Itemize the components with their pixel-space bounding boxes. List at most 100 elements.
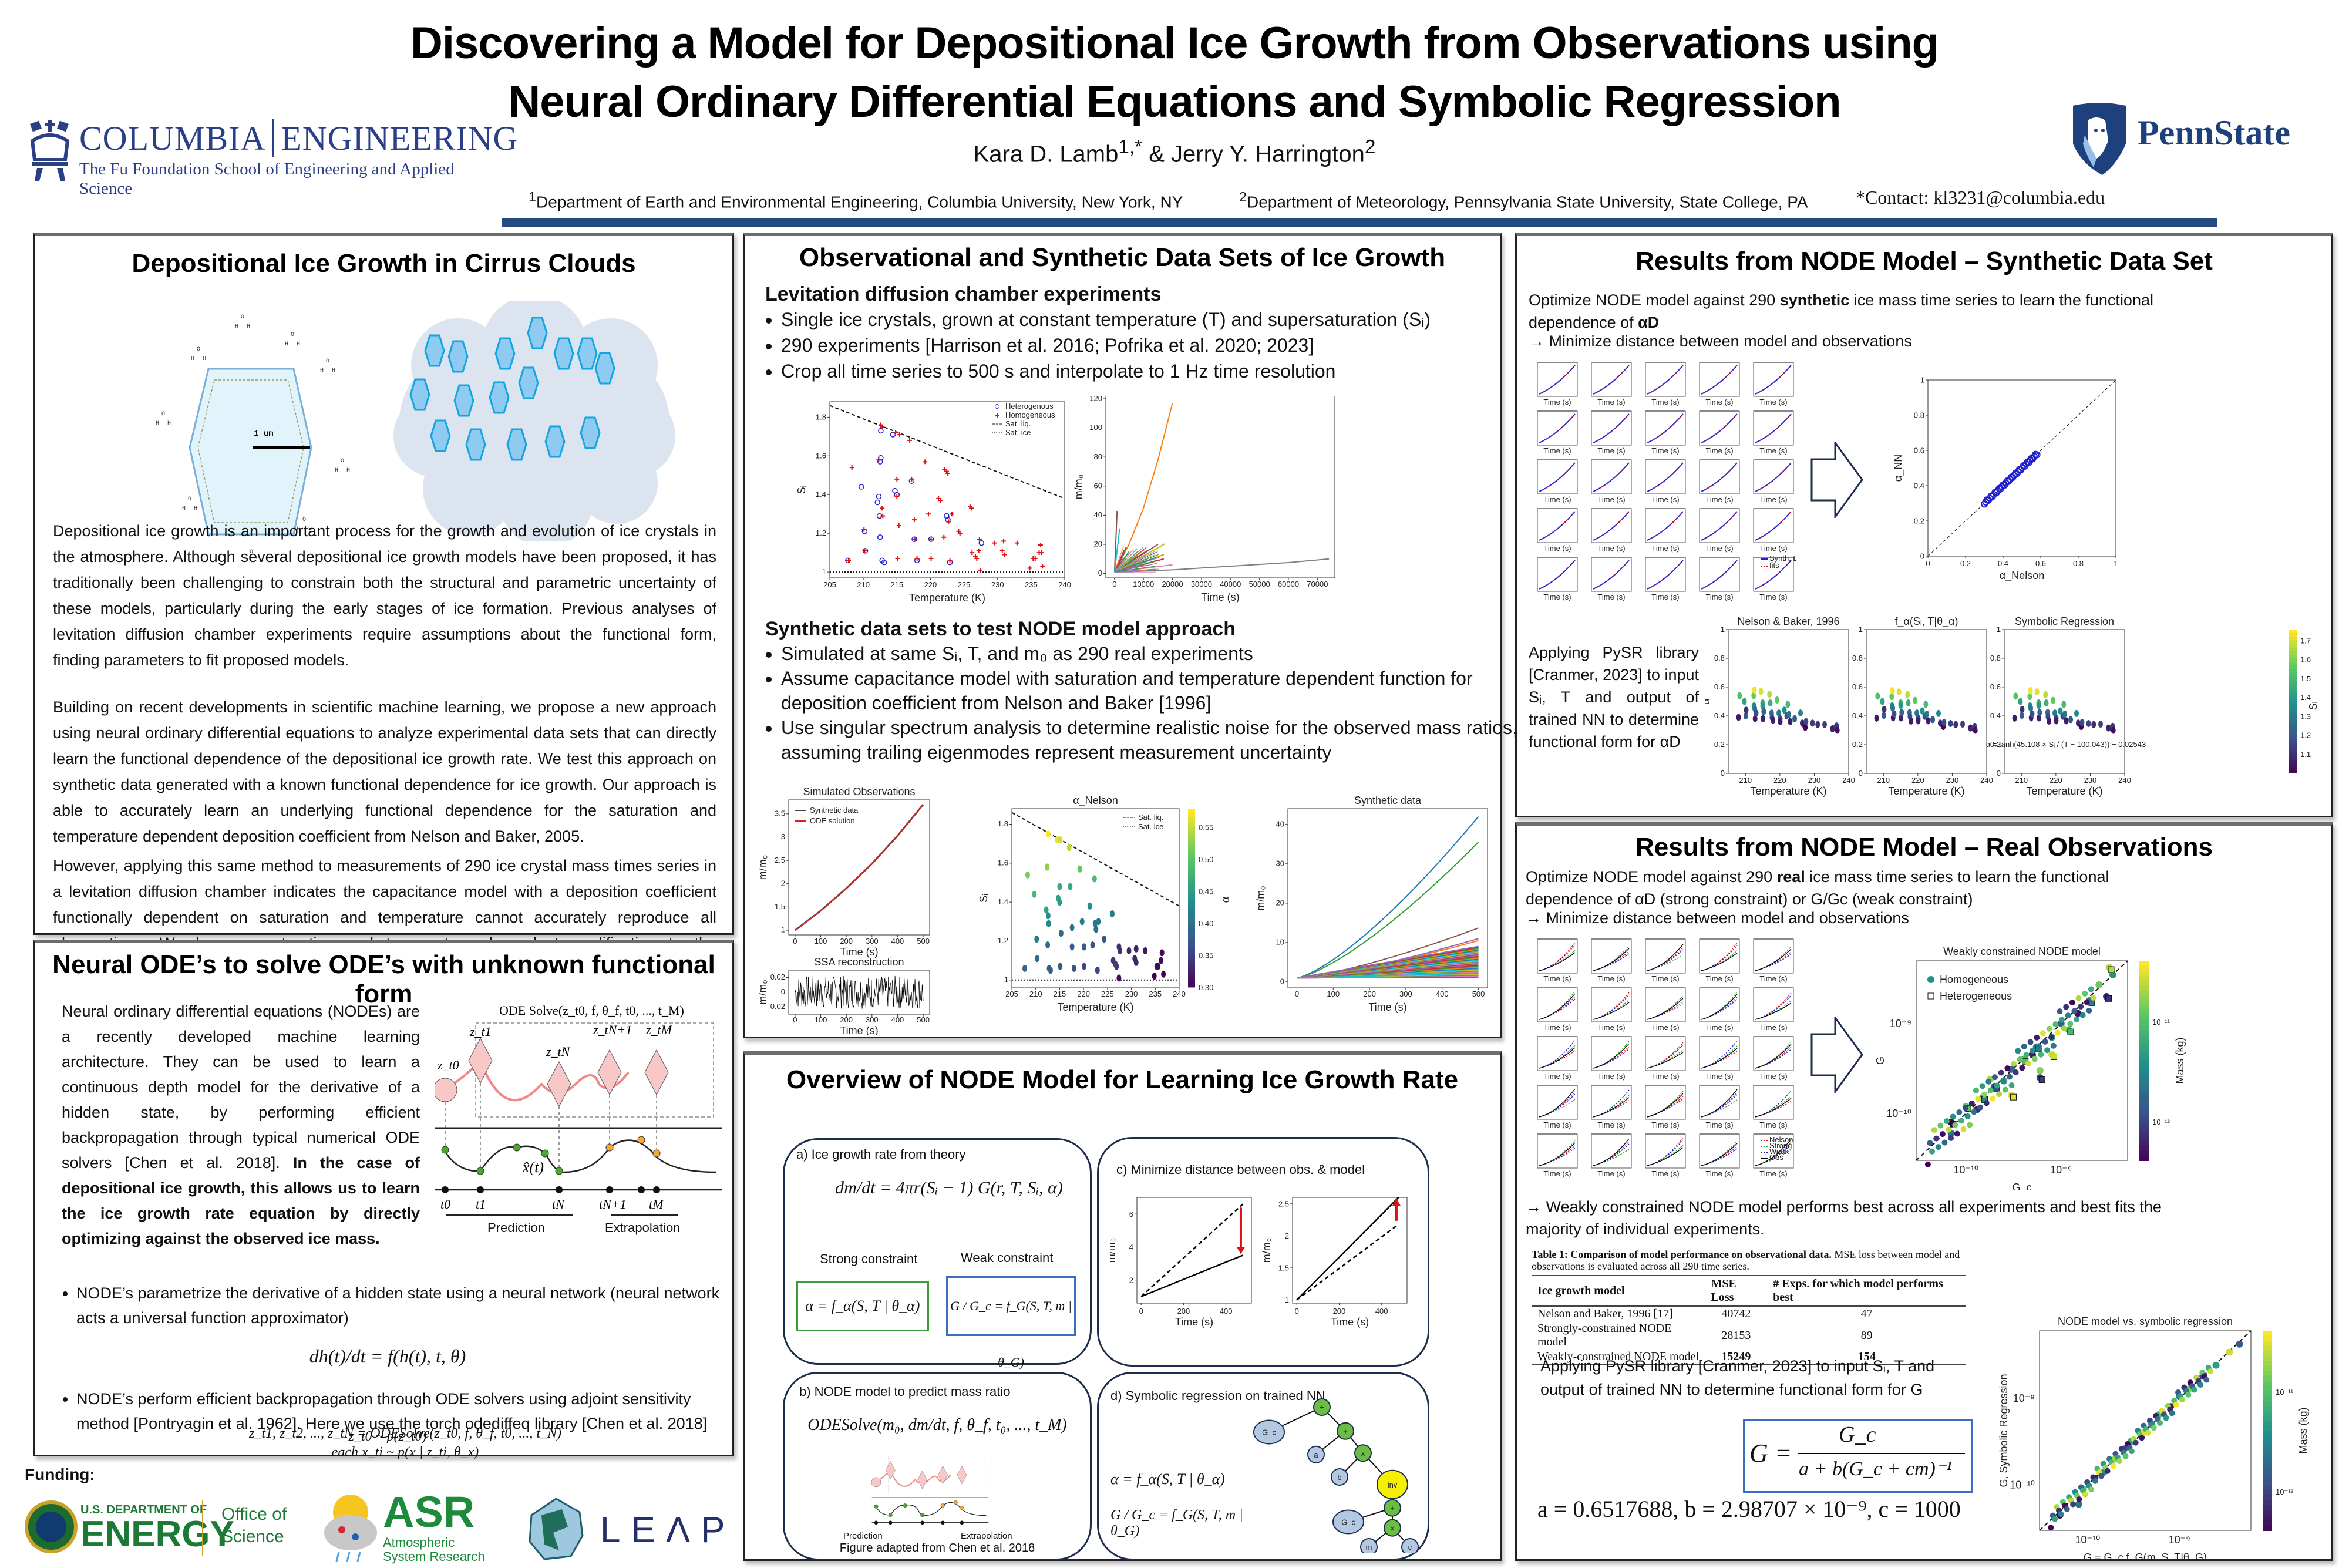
- x-axis-label: Time (s): [1759, 1023, 1787, 1032]
- heterogeneous-point: [2010, 1093, 2017, 1101]
- data-point: [2004, 1065, 2011, 1072]
- alpha-point: [1892, 710, 1897, 718]
- y-tick-label: 0: [1280, 977, 1284, 986]
- colorbar-segment: [1188, 835, 1195, 840]
- colorbar-segment: [2289, 708, 2297, 712]
- pennstate-logo: PennState: [2070, 100, 2317, 182]
- fit-line: [1701, 1143, 1738, 1166]
- x-axis-label: Time (s): [1651, 544, 1679, 553]
- fit-subplot: Time (s): [1699, 459, 1740, 504]
- latent-trajectory: [440, 1058, 630, 1102]
- colorbar-segment: [2263, 1475, 2272, 1481]
- alpha-point: [1758, 688, 1764, 695]
- conclusion-text: → Weakly constrained NODE model performs…: [1526, 1198, 2162, 1238]
- cirrus-cloud-diagram: [393, 301, 675, 541]
- alpha-point: [1092, 875, 1097, 883]
- weak-constraint-equation: G / G_c = f_G(S, T, m | θ_G): [946, 1276, 1076, 1370]
- fit-subplot: Time (s): [1699, 1036, 1740, 1081]
- table-row: Strongly-constrained NODE model 28153 89: [1532, 1321, 1966, 1350]
- subplot-frame: [1753, 459, 1794, 494]
- x-tick-label: 30000: [1191, 580, 1212, 588]
- tree-node-label: c: [1408, 1543, 1412, 1552]
- y-tick-label: 10⁻⁹: [2013, 1392, 2035, 1404]
- colorbar-tick: 1.7: [2300, 636, 2311, 645]
- minimize-line: → Minimize distance between model and ob…: [1526, 909, 1909, 927]
- colorbar-segment: [2289, 744, 2297, 748]
- svg-text:z_t0: z_t0: [437, 1058, 459, 1072]
- fit-line: [1539, 511, 1576, 541]
- colorbar-segment: [2289, 694, 2297, 698]
- fit-subplot: Time (s): [1645, 1036, 1686, 1081]
- svg-text:H: H: [235, 324, 238, 330]
- alpha-point: [1926, 717, 1931, 725]
- colorbar-segment: [2289, 715, 2297, 719]
- legend-marker: [995, 413, 999, 418]
- alpha-point: [1161, 970, 1166, 978]
- data-point: [2017, 1056, 2023, 1062]
- data-point: [1973, 1087, 1979, 1093]
- fit-subplot: Time (s): [1645, 987, 1686, 1032]
- water-molecule-icon: OH H: [297, 517, 312, 533]
- y-tick-label: 40: [1276, 819, 1284, 828]
- contact-email[interactable]: *Contact: kl3231@columbia.edu: [1856, 187, 2105, 208]
- ice-crystal-hexagon-icon: [577, 337, 598, 370]
- subplot-frame: [1591, 1085, 1632, 1120]
- data-point: [1948, 1135, 1954, 1142]
- homogeneous-point: [861, 527, 867, 532]
- alpha-point: [1152, 973, 1157, 980]
- x-tick-label: 400: [891, 1015, 904, 1024]
- table-header-row: Ice growth model MSE Loss # Exps. for wh…: [1532, 1275, 1966, 1307]
- poster-title-line1: Discovering a Model for Depositional Ice…: [410, 18, 1939, 68]
- x-tick-label: 0.4: [1998, 559, 2008, 568]
- alpha-point: [2086, 719, 2091, 727]
- colorbar-segment: [2289, 669, 2297, 673]
- x-axis-label: Time (s): [1543, 974, 1571, 983]
- fraction-bar: [1798, 1453, 1965, 1454]
- colorbar-segment: [2139, 991, 2149, 997]
- data-point: [2128, 1448, 2135, 1455]
- x-tick-label: 200: [840, 1015, 853, 1024]
- alpha-point: [2012, 714, 2017, 722]
- fit-line: [1701, 560, 1738, 590]
- time-series-line: [1114, 551, 1155, 573]
- ode-solve-equation: ODESolve(m₀, dm/dt, f, θ_f, t₀, ..., t_M…: [807, 1416, 1067, 1434]
- colorbar-segment: [2139, 965, 2149, 971]
- tree-node: [1354, 1444, 1372, 1462]
- alpha-point: [1025, 871, 1030, 879]
- data-point: [1964, 1113, 1971, 1119]
- chart-title: Simulated Observations: [803, 786, 915, 798]
- colorbar-segment: [2263, 1421, 2272, 1426]
- x-tick-label: 100: [815, 937, 827, 945]
- fit-subplot: Time (s): [1753, 1133, 1794, 1178]
- alpha-point: [1045, 912, 1051, 920]
- fit-subplot: Time (s): [1591, 557, 1632, 601]
- fit-subplot: Time (s): [1753, 362, 1794, 406]
- alpha-point: [1081, 963, 1086, 970]
- data-point: [2084, 999, 2090, 1005]
- homogeneous-point: [926, 512, 931, 517]
- x-tick-label: 240: [1980, 776, 1993, 785]
- colorbar-segment: [2263, 1355, 2272, 1361]
- alpha-point: [1058, 963, 1063, 970]
- fit-subplot: Time (s): [1753, 1085, 1794, 1129]
- data-point: [2139, 1435, 2145, 1441]
- x-axis-label: Time (s): [1651, 495, 1679, 504]
- subplot-frame: [1753, 1085, 1794, 1120]
- colorbar-segment: [1188, 982, 1195, 988]
- ode-solve-title: ODE Solve(z_t0, f, θ_f, t0, ..., t_M): [499, 1003, 684, 1018]
- time-series-line: [1114, 554, 1156, 573]
- y-tick-label: 1.4: [998, 897, 1008, 906]
- alpha-point: [1071, 964, 1076, 972]
- x-axis-label: Time (s): [1759, 974, 1787, 983]
- y-tick-label: 1: [1004, 975, 1008, 984]
- homogeneous-point: [897, 432, 902, 438]
- obs-line: [1296, 1197, 1399, 1301]
- alpha-point: [1133, 958, 1139, 966]
- overview-box-c: c) Minimize distance between obs. & mode…: [1097, 1137, 1429, 1367]
- colorbar-segment: [2289, 769, 2297, 773]
- fit-subplot: Time (s): [1645, 557, 1686, 601]
- svg-text:t1: t1: [476, 1197, 486, 1212]
- svg-text:H: H: [297, 526, 300, 533]
- tree-node-label: ÷: [1320, 1403, 1324, 1412]
- data-point: [1935, 1144, 1941, 1150]
